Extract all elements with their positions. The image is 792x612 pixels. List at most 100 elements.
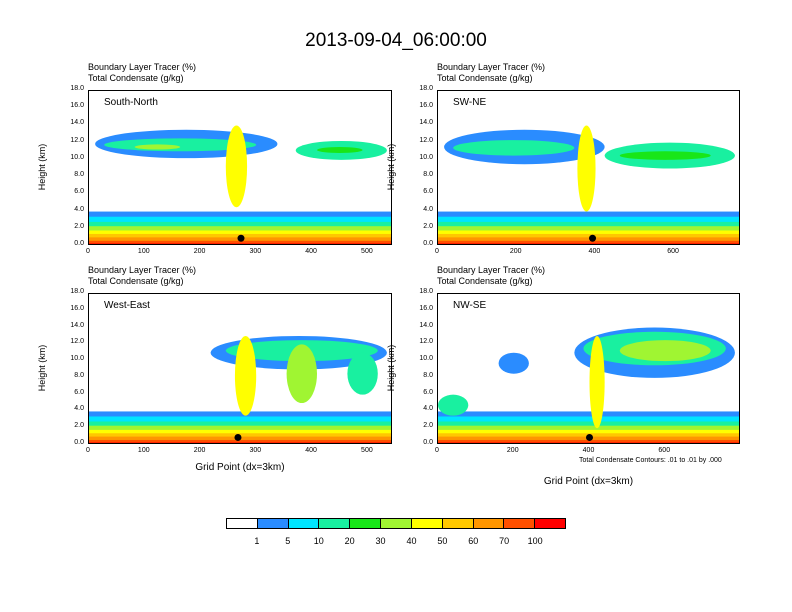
colorbar-swatch — [319, 519, 351, 528]
y-tick-label: 2.0 — [74, 422, 84, 430]
y-tick-label: 14.0 — [70, 321, 84, 329]
y-tick-label: 4.0 — [423, 205, 433, 213]
cloud-region — [438, 394, 469, 416]
colorbar-swatch — [227, 519, 258, 528]
cloud-region — [589, 335, 605, 429]
y-tick-label: 16.0 — [70, 102, 84, 110]
cloud-region — [286, 344, 317, 404]
x-tick-label: 400 — [582, 447, 595, 454]
y-tick-label: 16.0 — [70, 304, 84, 312]
panel-label: SW-NE — [453, 97, 487, 108]
tracer-band — [438, 243, 739, 244]
y-tick-label: 8.0 — [74, 371, 84, 379]
x-tick-label: 200 — [193, 248, 206, 255]
colorbar-label: 50 — [437, 536, 448, 546]
y-tick-label: 0.0 — [74, 439, 84, 446]
x-axis-label: Grid Point (dx=3km) — [543, 476, 634, 487]
y-tick-label: 18.0 — [70, 85, 84, 92]
y-axis-label: Height (km) — [37, 143, 47, 190]
y-tick-label: 12.0 — [419, 338, 433, 346]
y-tick-label: 0.0 — [74, 240, 84, 247]
cloud-region — [347, 352, 378, 395]
y-tick-label: 10.0 — [70, 153, 84, 161]
heatmap-field — [89, 335, 391, 443]
colorbar-swatch — [473, 519, 505, 528]
y-tick-label: 6.0 — [74, 388, 84, 396]
tracer-band — [89, 442, 391, 443]
location-marker — [589, 234, 597, 242]
y-tick-label: 6.0 — [423, 188, 433, 196]
y-tick-label: 6.0 — [74, 188, 84, 196]
y-tick-label: 2.0 — [74, 222, 84, 230]
colorbar-swatch — [288, 519, 320, 528]
cloud-region — [619, 340, 711, 362]
plot-area: South-North — [88, 90, 392, 245]
x-tick-label: 600 — [667, 248, 679, 255]
y-tick-label: 6.0 — [423, 388, 433, 396]
colorbar-swatch — [257, 519, 289, 528]
colorbar-label: 30 — [375, 536, 386, 546]
panel-header-line: Boundary Layer Tracer (%) — [88, 265, 197, 275]
y-tick-label: 14.0 — [419, 321, 433, 329]
y-tick-label: 12.0 — [419, 136, 433, 144]
y-tick-label: 2.0 — [423, 222, 433, 230]
location-marker — [586, 433, 593, 441]
y-tick-label: 10.0 — [419, 355, 433, 363]
cloud-region — [234, 335, 257, 416]
colorbar-label: 5 — [285, 536, 291, 546]
heatmap-field — [89, 125, 391, 244]
y-axis-label: Height (km) — [386, 344, 396, 391]
x-tick-label: 400 — [305, 248, 317, 255]
x-tick-label: 200 — [506, 447, 519, 454]
y-tick-label: 12.0 — [70, 136, 84, 144]
y-tick-label: 18.0 — [419, 288, 433, 295]
panel-header-line: Total Condensate (g/kg) — [88, 276, 184, 286]
panel-header-line: Total Condensate (g/kg) — [88, 73, 184, 83]
colorbar-swatch — [535, 519, 565, 528]
panel-label: West-East — [104, 300, 150, 311]
colorbar-swatch — [381, 519, 412, 528]
panel-header: Boundary Layer Tracer (%) Total Condensat… — [88, 265, 196, 287]
y-tick-label: 0.0 — [423, 439, 433, 446]
colorbar-label: 100 — [527, 536, 543, 546]
panel-header-line: Boundary Layer Tracer (%) — [437, 265, 546, 275]
tracer-band — [438, 442, 739, 443]
colorbar — [226, 518, 566, 529]
main-title: 2013-09-04_06:00:00 — [305, 30, 487, 51]
plot-area: West-East — [88, 293, 392, 444]
x-tick-label: 200 — [509, 248, 522, 255]
y-axis-label: Height (km) — [37, 344, 47, 391]
plot-area: NW-SE — [437, 293, 740, 444]
x-tick-label: 0 — [86, 248, 90, 255]
tracer-band — [89, 439, 391, 443]
colorbar-label: 40 — [406, 536, 417, 546]
cloud-region — [498, 352, 529, 374]
y-tick-label: 8.0 — [74, 171, 84, 179]
location-marker — [237, 234, 245, 242]
cloud-region — [134, 144, 181, 150]
x-tick-label: 400 — [588, 248, 601, 255]
panel-header-line: Total Condensate (g/kg) — [437, 276, 533, 286]
cloud-region — [577, 125, 596, 212]
y-tick-label: 16.0 — [419, 102, 433, 110]
panel-header-line: Total Condensate (g/kg) — [437, 73, 533, 83]
tracer-band — [438, 240, 739, 244]
colorbar-label: 10 — [313, 536, 324, 546]
y-tick-label: 18.0 — [70, 288, 84, 295]
colorbar-swatch — [504, 519, 536, 528]
colorbar-label: 70 — [499, 536, 510, 546]
x-tick-label: 200 — [193, 447, 206, 454]
x-axis-label: Grid Point (dx=3km) — [195, 462, 285, 473]
x-tick-label: 600 — [658, 447, 671, 454]
x-tick-label: 0 — [435, 248, 439, 255]
plot-area: SW-NE — [437, 90, 740, 245]
x-tick-label: 0 — [435, 447, 439, 454]
contour-note: Total Condensate Contours: .01 to .01 by… — [579, 457, 722, 464]
panel-header-line: Boundary Layer Tracer (%) — [88, 62, 197, 72]
y-tick-label: 16.0 — [419, 304, 433, 312]
y-tick-label: 8.0 — [423, 171, 433, 179]
panel-label: NW-SE — [453, 300, 487, 311]
x-tick-label: 400 — [305, 447, 317, 454]
panel-header-line: Boundary Layer Tracer (%) — [437, 62, 546, 72]
x-tick-label: 300 — [249, 447, 262, 454]
